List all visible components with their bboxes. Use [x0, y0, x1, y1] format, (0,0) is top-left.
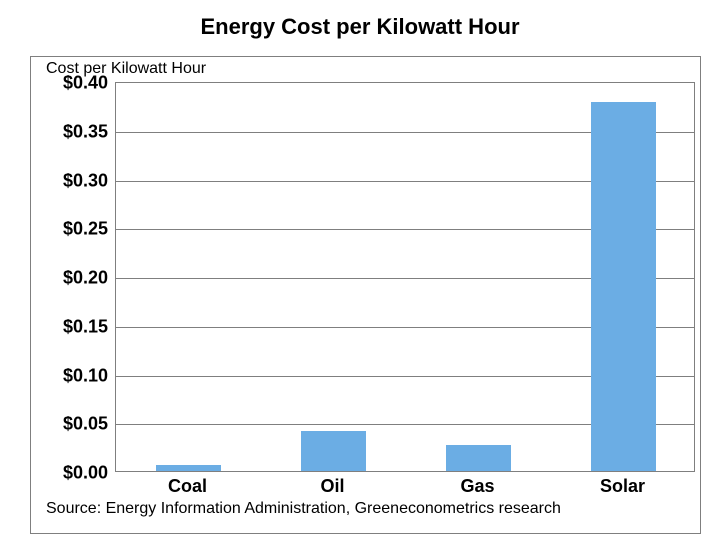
y-tick-label: $0.20: [63, 268, 108, 289]
bar-coal: [156, 465, 221, 471]
y-tick-label: $0.10: [63, 365, 108, 386]
chart-title: Energy Cost per Kilowatt Hour: [0, 14, 720, 40]
bar-gas: [446, 445, 511, 471]
x-tick-label: Gas: [460, 476, 494, 497]
y-tick-label: $0.25: [63, 219, 108, 240]
source-text: Source: Energy Information Administratio…: [46, 500, 561, 518]
bar-oil: [301, 431, 366, 471]
bar-solar: [591, 102, 656, 471]
plot-area: $0.00$0.05$0.10$0.15$0.20$0.25$0.30$0.35…: [115, 82, 695, 472]
energy-cost-chart: Energy Cost per Kilowatt Hour Cost per K…: [0, 0, 720, 540]
x-tick-label: Solar: [600, 476, 645, 497]
y-tick-label: $0.05: [63, 414, 108, 435]
y-tick-label: $0.40: [63, 73, 108, 94]
x-tick-label: Coal: [168, 476, 207, 497]
y-tick-label: $0.00: [63, 463, 108, 484]
y-tick-label: $0.15: [63, 316, 108, 337]
x-tick-label: Oil: [320, 476, 344, 497]
y-tick-label: $0.30: [63, 170, 108, 191]
y-tick-label: $0.35: [63, 121, 108, 142]
